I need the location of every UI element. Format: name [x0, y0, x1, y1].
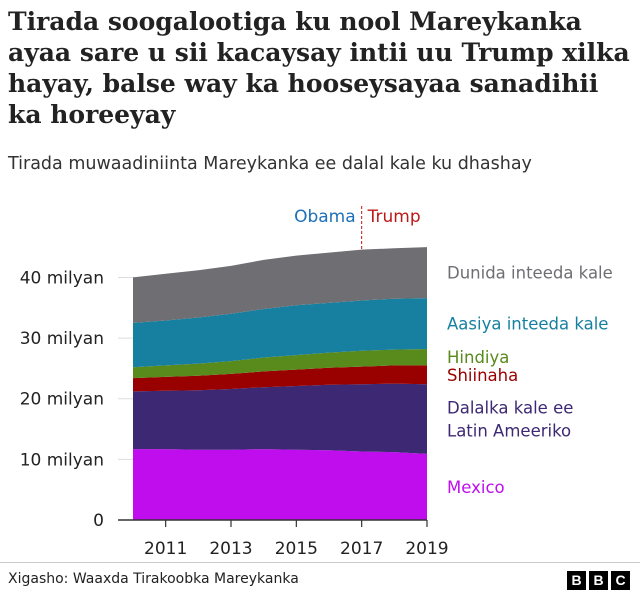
x-tick-label: 2015	[275, 539, 318, 559]
area-hindiya	[133, 349, 427, 379]
bbc-logo-block: C	[611, 571, 630, 590]
area-chart: 0 10 milyan 20 milyan 30 milyan 40 milyan 201…	[20, 206, 613, 559]
series-label: Shiinaha	[447, 366, 518, 385]
footer: Xigasho: Waaxda Tirakoobka Mareykanka B …	[0, 562, 640, 594]
y-tick-label: 30 milyan	[20, 329, 104, 349]
series-label: Hindiya	[447, 348, 509, 367]
y-tick-label: 20 milyan	[20, 390, 104, 410]
area-mexico	[133, 449, 427, 520]
series-label: Aasiya inteeda kale	[447, 315, 608, 334]
source-note: Xigasho: Waaxda Tirakoobka Mareykanka	[8, 571, 299, 587]
trump-label: Trump	[367, 207, 421, 227]
x-tick-label: 2011	[144, 539, 187, 559]
annotations: Obama Trump	[294, 206, 421, 250]
bbc-logo-block: B	[567, 571, 586, 590]
y-tick-label: 40 milyan	[20, 268, 104, 288]
area-dunida-inteeda-kale	[133, 247, 427, 323]
x-tick-label: 2019	[405, 539, 448, 559]
chart-subtitle: Tirada muwaadiniinta Mareykanka ee dalal…	[8, 154, 532, 174]
series-label: Latin Ameeriko	[447, 422, 571, 441]
series-label: Dalalka kale ee	[447, 399, 573, 418]
y-tick-label: 0	[93, 511, 104, 531]
bbc-logo: B B C	[567, 571, 630, 590]
chart-title: Tirada soogalootiga ku nool Mareykanka a…	[8, 7, 630, 129]
x-tick-label: 2013	[209, 539, 252, 559]
series-labels: Mexico Dalalka kale ee Latin Ameeriko Shiin…	[447, 264, 613, 497]
area-shiinaha	[133, 365, 427, 392]
area-dalalka-kale-ee-latin-ameeriko	[133, 383, 427, 454]
obama-label: Obama	[294, 207, 356, 227]
series-label: Mexico	[447, 478, 505, 497]
x-tick-label: 2017	[340, 539, 383, 559]
stacked-areas	[133, 247, 427, 520]
y-tick-label: 10 milyan	[20, 450, 104, 470]
series-label: Dunida inteeda kale	[447, 264, 613, 283]
axes: 0 10 milyan 20 milyan 30 milyan 40 milyan 201…	[20, 268, 449, 559]
area-aasiya-inteeda-kale	[133, 298, 427, 368]
bbc-logo-block: B	[589, 571, 608, 590]
